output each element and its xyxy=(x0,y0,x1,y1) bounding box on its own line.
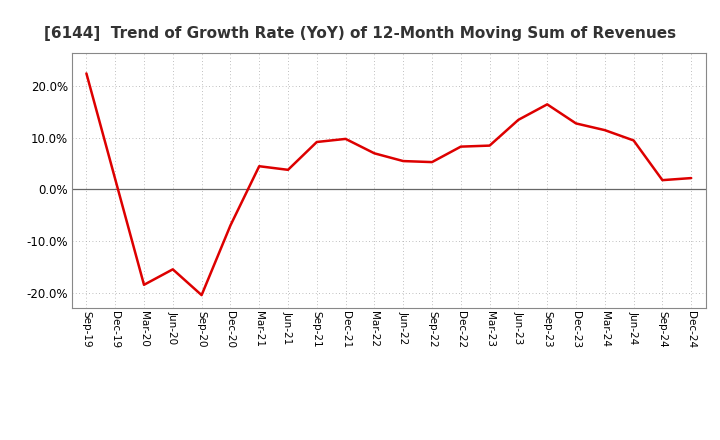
Text: [6144]  Trend of Growth Rate (YoY) of 12-Month Moving Sum of Revenues: [6144] Trend of Growth Rate (YoY) of 12-… xyxy=(44,26,676,41)
